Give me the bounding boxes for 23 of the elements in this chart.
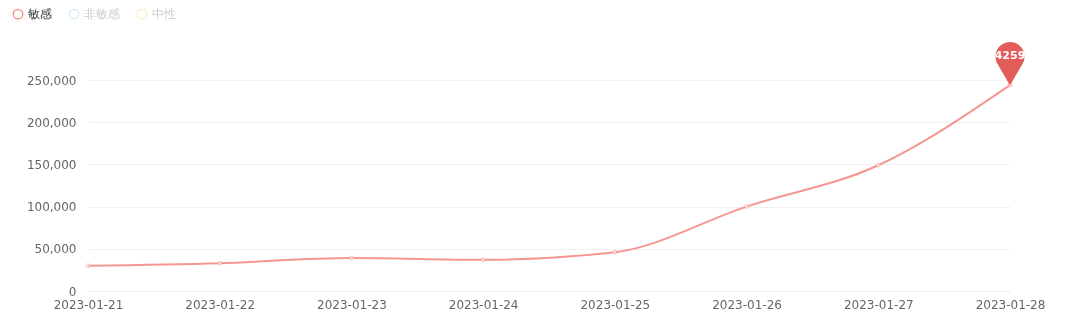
x-tick-label: 2023-01-22 [185,297,256,312]
annotation: 4259 [994,49,1026,63]
y-tick-label: 150,000 [26,157,77,172]
legend-label: 敏感 [28,7,52,22]
x-tick-label: 2023-01-24 [448,297,519,312]
y-tick-label: 250,000 [26,73,77,88]
point [217,260,223,266]
y-tick-label: 200,000 [26,115,77,130]
x-tick-label: 2023-01-23 [317,297,387,312]
y-tick-label: 0 [68,284,77,299]
point [85,263,91,269]
y-tick-label: 50,000 [34,242,77,257]
y-tick-label: 100,000 [26,200,77,215]
point [349,255,354,261]
x-tick-label: 2023-01-26 [712,297,782,312]
point [875,162,881,168]
point [612,249,618,255]
x-tick-label: 2023-01-21 [53,297,124,312]
x-tick-label: 2023-01-27 [843,297,914,312]
point [744,204,749,209]
x-tick-label: 2023-01-28 [975,297,1046,312]
point [480,257,486,263]
x-tick-label: 2023-01-25 [580,297,651,312]
